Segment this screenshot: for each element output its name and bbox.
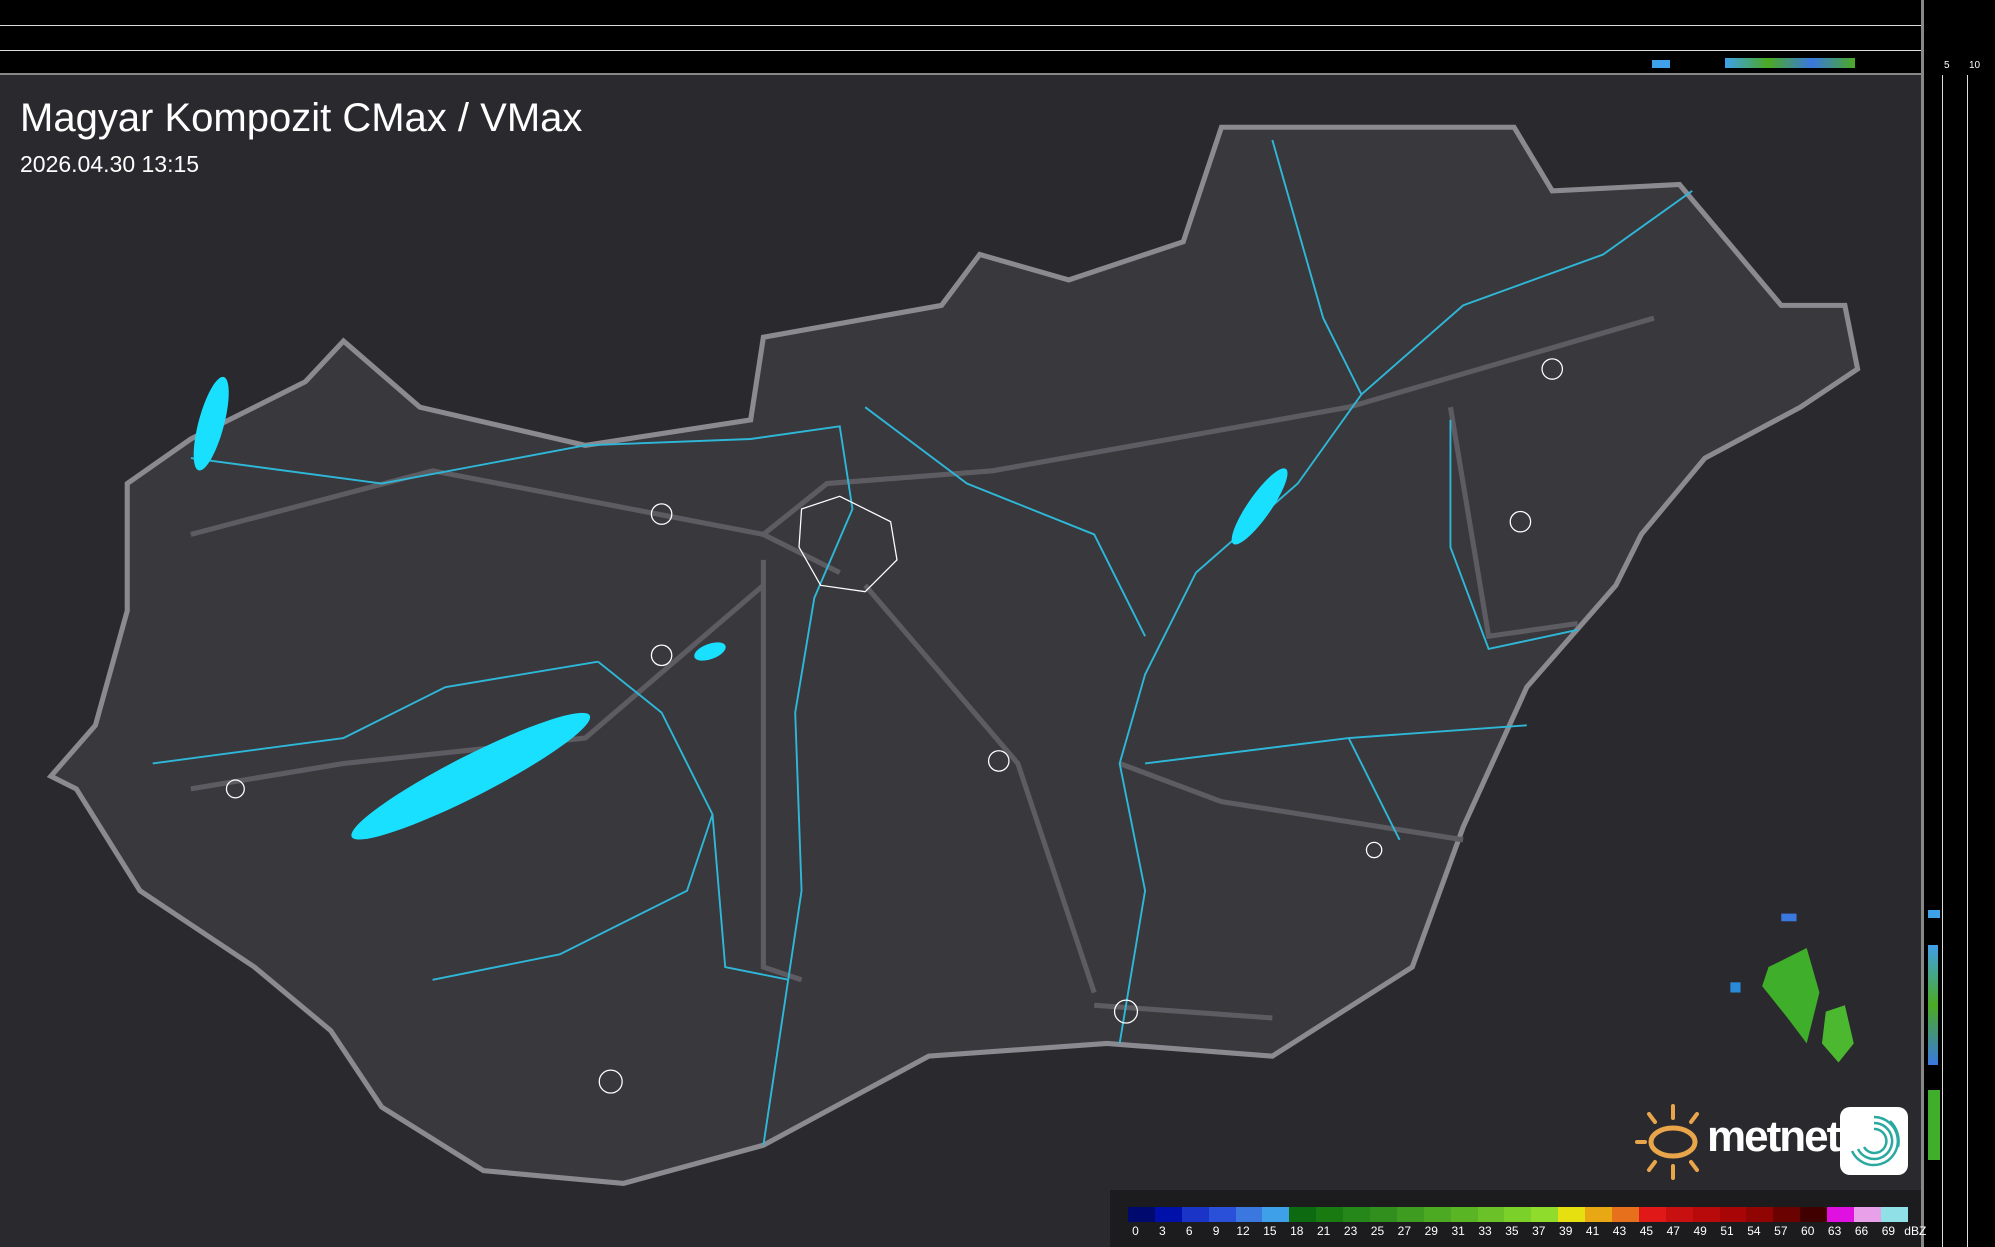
legend-swatch: [1827, 1207, 1855, 1222]
profile-echo: [1725, 58, 1855, 68]
legend-tick-label: 21: [1317, 1224, 1331, 1238]
legend-tick-label: 35: [1505, 1224, 1519, 1238]
profile-echo: [1652, 60, 1670, 68]
legend-swatch: [1880, 1207, 1908, 1222]
map-title: Magyar Kompozit CMax / VMax: [20, 96, 583, 140]
legend-tick-label: 45: [1639, 1224, 1654, 1238]
legend-tick-label: 41: [1585, 1224, 1600, 1238]
legend-tick-label: 39: [1559, 1224, 1573, 1238]
legend-labels: 0 3 6 9 12 15 18 21 23 25 27 29 31 33 35 37 39 41 43 45 47 49…: [1122, 1224, 1929, 1238]
horizontal-profile-strip: 10 5: [0, 0, 1936, 75]
profile-echo: [1928, 1090, 1940, 1160]
legend-swatch: [1262, 1207, 1290, 1222]
county-borders: [190, 315, 1655, 1021]
legend-tick-label: 25: [1370, 1224, 1385, 1238]
legend-swatch: [1450, 1207, 1478, 1222]
legend-swatch: [1558, 1207, 1586, 1222]
legend-swatch: [1585, 1207, 1613, 1222]
legend-tick-label: 15: [1263, 1224, 1277, 1238]
city-outlines: [225, 358, 1564, 1094]
legend-swatch: [1154, 1207, 1182, 1222]
dbz-legend: 0 3 6 9 12 15 18 21 23 25 27 29 31 33 35 37 39 41 43 45 47 49…: [1110, 1190, 1926, 1247]
legend-color-bar: [1128, 1207, 1908, 1222]
legend-tick-label: 66: [1854, 1224, 1869, 1238]
legend-tick-label: 33: [1478, 1224, 1492, 1238]
legend-swatch: [1370, 1207, 1397, 1222]
legend-tick-label: 51: [1720, 1224, 1734, 1238]
legend-swatch: [1208, 1207, 1236, 1222]
lake-velence: [694, 642, 726, 661]
precipitation-echoes: [1730, 913, 1854, 1063]
legend-tick-label: 57: [1774, 1224, 1788, 1238]
legend-tick-label: 43: [1612, 1224, 1627, 1238]
legend-tick-label: 18: [1290, 1224, 1304, 1238]
legend-tick-label: 47: [1666, 1224, 1680, 1238]
legend-swatch: [1531, 1207, 1559, 1222]
legend-swatch: [1423, 1207, 1451, 1222]
legend-swatch: [1504, 1207, 1532, 1222]
legend-tick-label: 37: [1532, 1224, 1546, 1238]
legend-swatch: [1396, 1207, 1424, 1222]
profile-echo: [1928, 945, 1938, 1065]
metnet-logo: metnet: [1635, 1100, 1908, 1185]
vertical-profile-strip: 5 10: [1921, 0, 1995, 1247]
map-timestamp: 2026.04.30 13:15: [20, 151, 200, 177]
gridline-5: [0, 50, 1921, 51]
logo-text: metnet: [1707, 1112, 1841, 1161]
legend-swatch: [1665, 1207, 1693, 1222]
legend-swatch: [1181, 1207, 1209, 1222]
app-icon: [1840, 1107, 1908, 1175]
lake-ferto: [193, 376, 229, 471]
sun-icon: [1635, 1104, 1699, 1180]
legend-tick-label: 31: [1451, 1224, 1465, 1238]
legend-tick-label: 12: [1236, 1224, 1250, 1238]
legend-tick-label: 27: [1397, 1224, 1412, 1238]
horizontal-tick-label: 10: [1969, 60, 1981, 71]
legend-swatch: [1289, 1207, 1317, 1222]
legend-tick-label: 9: [1212, 1224, 1220, 1238]
legend-tick-label: 69: [1881, 1224, 1896, 1238]
legend-tick-label: 29: [1424, 1224, 1438, 1238]
legend-swatch: [1854, 1207, 1881, 1222]
legend-swatch: [1343, 1207, 1371, 1222]
legend-tick-label: 0: [1132, 1224, 1139, 1238]
legend-swatch: [1316, 1207, 1344, 1222]
legend-tick-label: 3: [1158, 1224, 1166, 1238]
legend-tick-label: 23: [1343, 1224, 1358, 1238]
legend-swatch: [1612, 1207, 1639, 1222]
legend-swatch: [1638, 1207, 1666, 1222]
legend-swatch: [1800, 1207, 1828, 1222]
lake-tisza: [1231, 468, 1288, 545]
profile-echo: [1928, 910, 1940, 918]
legend-swatch: [1477, 1207, 1505, 1222]
gridline-5: [1942, 75, 1943, 1247]
legend-swatch: [1235, 1207, 1263, 1222]
legend-swatch: [1692, 1207, 1720, 1222]
legend-swatch: [1773, 1207, 1801, 1222]
legend-tick-label: 54: [1747, 1224, 1761, 1238]
legend-swatch: [1719, 1207, 1747, 1222]
gridline-10: [0, 25, 1921, 26]
legend-swatch: [1128, 1207, 1155, 1222]
legend-unit: dBZ: [1904, 1224, 1927, 1238]
horizontal-tick-label: 5: [1944, 60, 1950, 71]
lake-balaton: [351, 712, 591, 840]
legend-swatch: [1746, 1207, 1774, 1222]
legend-tick-label: 60: [1801, 1224, 1815, 1238]
legend-tick-label: 49: [1693, 1224, 1707, 1238]
legend-tick-label: 63: [1827, 1224, 1842, 1238]
gridline-10: [1967, 75, 1968, 1247]
legend-tick-label: 6: [1185, 1224, 1193, 1238]
lakes: [193, 376, 1288, 840]
